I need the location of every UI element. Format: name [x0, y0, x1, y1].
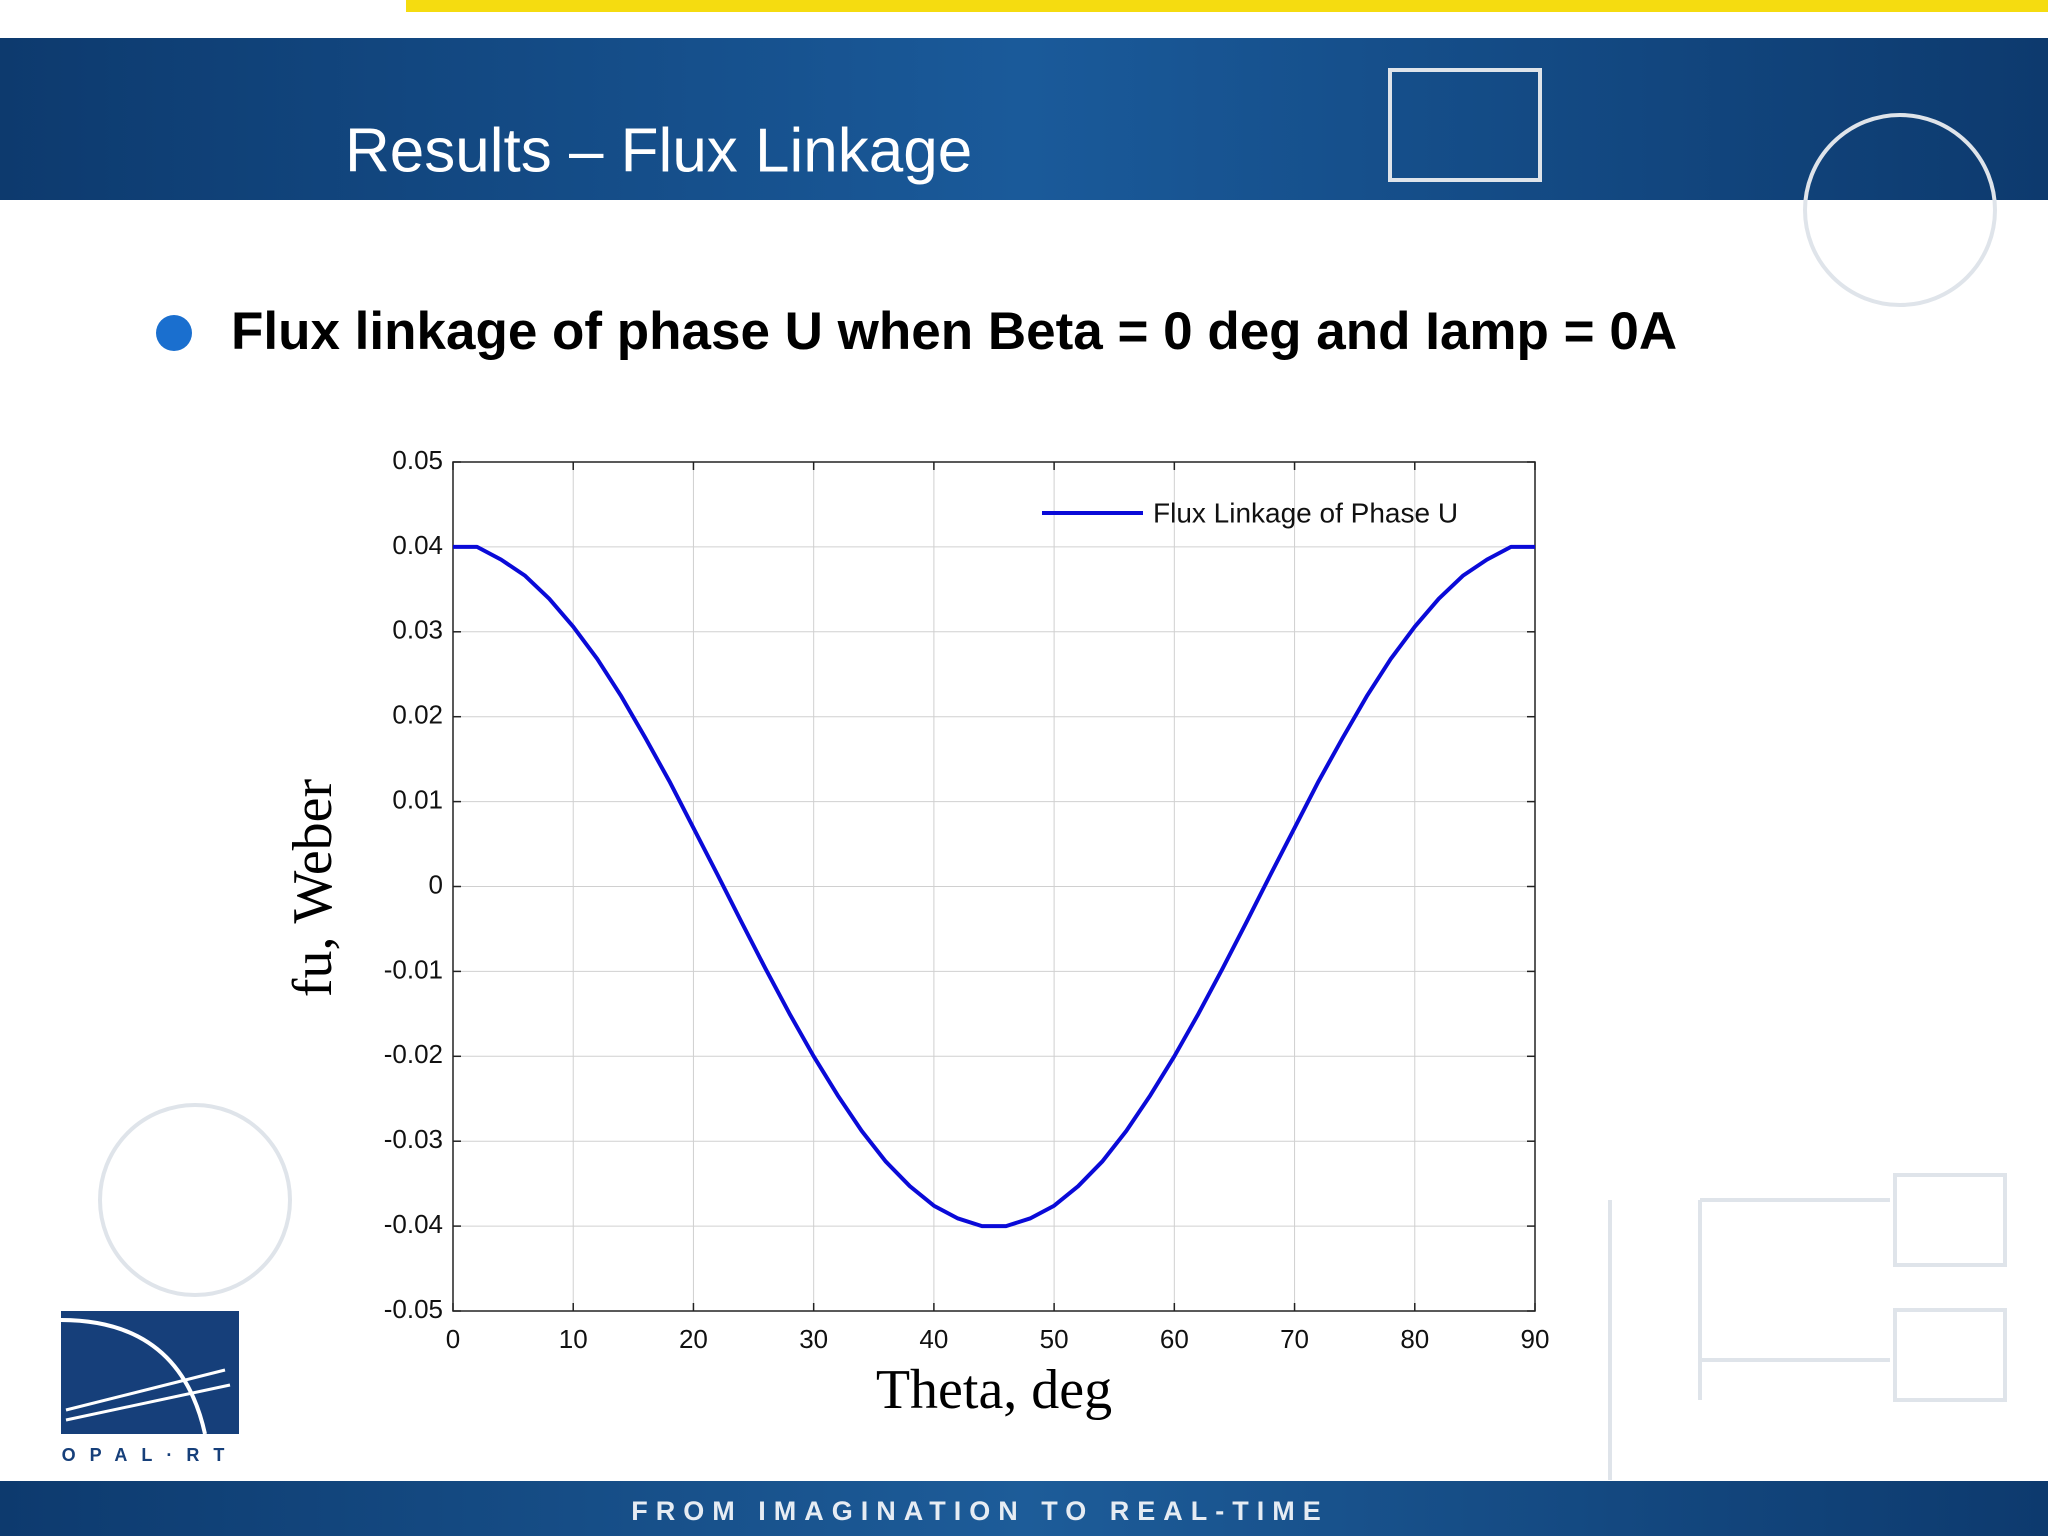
- x-tick-label: 0: [446, 1324, 460, 1354]
- background-circuit: [98, 68, 2007, 1480]
- bullet-text: Flux linkage of phase U when Beta = 0 de…: [231, 302, 1677, 361]
- logo-text: OPAL·RT: [62, 1445, 239, 1465]
- x-tick-label: 20: [679, 1324, 708, 1354]
- y-tick-label: 0: [429, 869, 443, 899]
- y-tick-label: 0.01: [392, 784, 443, 814]
- x-tick-label: 50: [1040, 1324, 1069, 1354]
- bullet-dot: [156, 315, 192, 351]
- footer-text: FROM IMAGINATION TO REAL-TIME: [631, 1496, 1328, 1526]
- y-tick-label: -0.03: [384, 1124, 443, 1154]
- chart: -0.05 -0.04 -0.03 -0.02 -0.01 0 0.01 0.02 0.03 0.…: [282, 445, 1550, 1421]
- x-tick-label: 40: [919, 1324, 948, 1354]
- logo: OPAL·RT: [60, 1311, 239, 1465]
- y-tick-label: -0.01: [384, 954, 443, 984]
- header-band: [0, 38, 2048, 200]
- y-tick-label: 0.05: [392, 445, 443, 475]
- accent-bar: [406, 0, 2048, 12]
- y-tick-label: 0.04: [392, 530, 443, 560]
- y-tick-label: 0.02: [392, 700, 443, 730]
- y-tick-label: -0.05: [384, 1294, 443, 1324]
- x-tick-label: 30: [799, 1324, 828, 1354]
- plot-frame: [452, 461, 1536, 1312]
- x-tick-label: 10: [559, 1324, 588, 1354]
- x-tick-label: 60: [1160, 1324, 1189, 1354]
- y-tick-label: -0.04: [384, 1209, 443, 1239]
- slide-title: Results – Flux Linkage: [345, 116, 972, 185]
- x-axis-label: Theta, deg: [876, 1359, 1112, 1421]
- y-axis-label: fu, Weber: [282, 778, 344, 997]
- data-line: [453, 544, 1535, 1229]
- y-tick-label: -0.02: [384, 1039, 443, 1069]
- footer-band: [0, 1481, 2048, 1536]
- legend-label: Flux Linkage of Phase U: [1153, 497, 1458, 528]
- x-tick-label: 80: [1400, 1324, 1429, 1354]
- x-tick-label: 70: [1280, 1324, 1309, 1354]
- y-tick-label: 0.03: [392, 615, 443, 645]
- x-tick-label: 90: [1521, 1324, 1550, 1354]
